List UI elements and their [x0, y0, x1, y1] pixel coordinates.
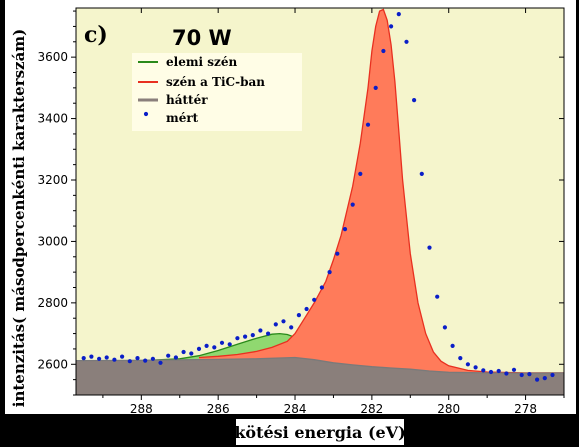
- measured-point: [89, 354, 94, 359]
- measured-point: [550, 372, 555, 378]
- measured-point: [473, 365, 478, 370]
- measured-point: [481, 368, 486, 373]
- y-axis-label: intenzitás( másodpercenkénti karakterszá…: [10, 29, 28, 408]
- measured-point: [250, 333, 255, 338]
- measured-point: [412, 98, 417, 103]
- x-tick-label: 278: [514, 402, 537, 416]
- measured-point: [511, 367, 517, 372]
- y-tick-label: 3000: [37, 234, 68, 248]
- plot-border: [75, 7, 565, 396]
- measured-point: [235, 336, 240, 341]
- measured-point: [296, 313, 301, 318]
- y-tick-label: 3600: [37, 50, 68, 64]
- chart-title: 70 W: [172, 26, 232, 50]
- measured-point: [289, 325, 294, 330]
- measured-point: [504, 371, 509, 376]
- measured-point: [150, 356, 155, 361]
- measured-point: [496, 368, 501, 374]
- legend-label: elemi szén: [166, 55, 237, 69]
- series-areas: [75, 8, 565, 395]
- x-axis-label-box: [236, 419, 404, 445]
- measured-point: [135, 356, 140, 361]
- measured-point: [266, 331, 271, 336]
- measured-point: [258, 328, 263, 333]
- measured-point: [158, 360, 163, 365]
- legend-label: mért: [166, 111, 199, 125]
- legend-label: háttér: [166, 93, 208, 107]
- measured-point: [204, 343, 209, 348]
- measured-point: [327, 270, 332, 275]
- measured-point: [143, 358, 148, 363]
- y-tick-label: 3400: [37, 112, 68, 126]
- area-háttér: [76, 357, 564, 395]
- measured-point: [373, 85, 378, 90]
- measured-point: [365, 122, 371, 127]
- measured-point: [342, 227, 348, 232]
- measured-point: [519, 372, 524, 378]
- legend-marker-points: [143, 111, 149, 117]
- x-tick-label: 288: [130, 402, 153, 416]
- measured-point: [358, 171, 363, 176]
- measured-point: [419, 171, 424, 176]
- measured-point: [542, 376, 547, 381]
- area-szén-a-tic-ban: [199, 9, 564, 395]
- area-szén-a-tic-ban-line: [198, 8, 564, 374]
- measured-point: [304, 306, 309, 312]
- measured-point: [450, 343, 455, 348]
- measured-point: [127, 359, 132, 364]
- measured-point: [312, 297, 317, 302]
- measured-point: [350, 202, 355, 207]
- measured-point: [404, 39, 409, 44]
- x-axis-label: kötési energia (eV): [234, 423, 405, 442]
- measured-point: [81, 356, 86, 361]
- measured-point: [120, 354, 125, 359]
- measured-point: [219, 340, 225, 345]
- measured-point: [212, 345, 217, 350]
- legend-box: [132, 53, 302, 131]
- x-tick-label: 286: [207, 402, 230, 416]
- measured-point: [427, 245, 432, 250]
- measured-point: [166, 353, 171, 358]
- measured-point: [435, 294, 440, 299]
- measured-point: [97, 356, 102, 361]
- measured-point: [181, 349, 186, 355]
- measured-point: [243, 334, 248, 339]
- x-tick-label: 284: [284, 402, 307, 416]
- measured-point: [189, 351, 194, 356]
- measured-point: [389, 24, 394, 29]
- legend-label: szén a TiC-ban: [166, 75, 265, 89]
- measured-point: [465, 362, 470, 367]
- measured-point: [381, 48, 386, 54]
- measured-point: [173, 355, 178, 360]
- measured-point: [527, 372, 532, 377]
- measured-point: [335, 251, 340, 256]
- y-axis: 2600 2800 3000 3200 3400 3600: [37, 10, 564, 396]
- measured-point: [273, 322, 278, 327]
- measured-point: [112, 357, 117, 362]
- measured-point: [196, 346, 202, 351]
- measured-point: [458, 356, 463, 361]
- y-tick-label: 2600: [37, 357, 68, 371]
- area-háttér-line: [75, 356, 565, 374]
- measured-point: [104, 355, 109, 360]
- measured-point: [281, 319, 286, 324]
- y-tick-label: 2800: [37, 296, 68, 310]
- y-tick-label: 3200: [37, 173, 68, 187]
- x-tick-label: 282: [360, 402, 383, 416]
- measured-point: [535, 377, 540, 382]
- measured-point: [442, 325, 447, 330]
- measured-points: [81, 12, 555, 382]
- x-tick-label: 280: [437, 402, 460, 416]
- measured-point: [396, 12, 401, 17]
- panel-label: c): [84, 22, 108, 48]
- x-axis: 288 286 284 282 280 278: [102, 8, 565, 416]
- measured-point: [227, 342, 232, 347]
- measured-point: [488, 369, 494, 375]
- measured-point: [319, 285, 324, 290]
- legend: elemi szén szén a TiC-ban háttér mért: [132, 53, 302, 131]
